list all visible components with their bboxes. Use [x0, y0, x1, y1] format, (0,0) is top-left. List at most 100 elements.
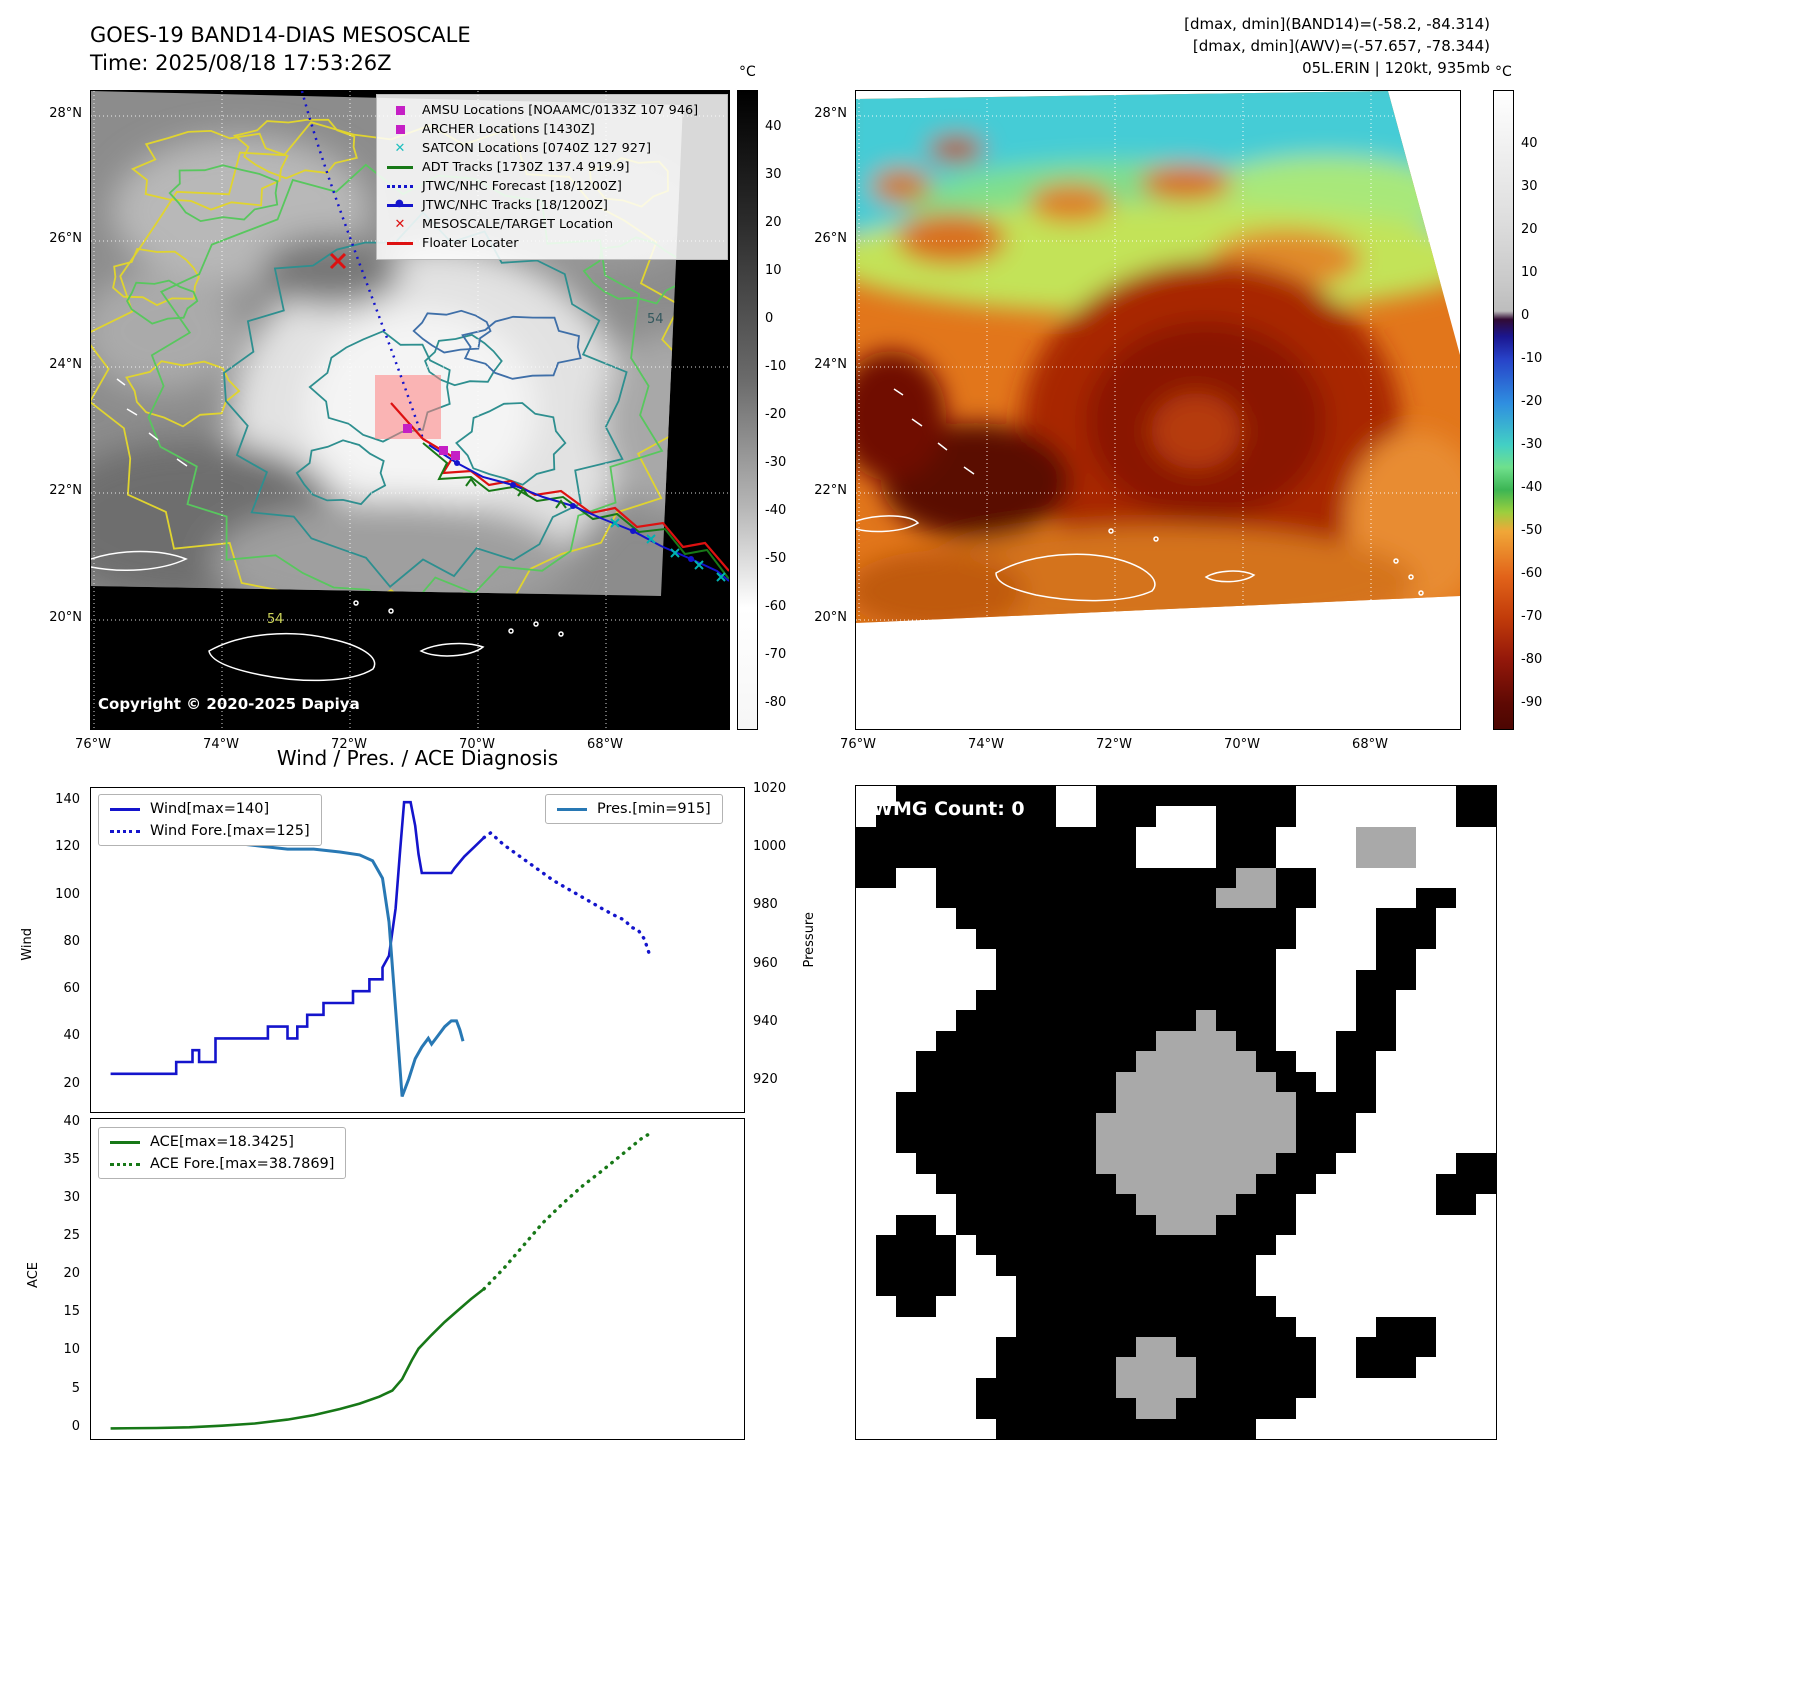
- axis-tick-label: 24°N: [814, 357, 847, 372]
- wmg-cell: [1196, 1255, 1216, 1276]
- wmg-cell: [1396, 1010, 1416, 1031]
- wmg-cell: [936, 1173, 956, 1195]
- wmg-cell: [1016, 908, 1036, 929]
- wmg-cell: [996, 1255, 1016, 1276]
- wmg-cell: [1056, 1296, 1076, 1317]
- wmg-cell: [1336, 888, 1356, 909]
- wmg-cell: [956, 1336, 976, 1358]
- wmg-cell: [1256, 867, 1276, 889]
- wmg-cell: [936, 1132, 956, 1154]
- wmg-cell: [1356, 969, 1376, 991]
- wmg-cell: [1236, 908, 1256, 929]
- wmg-cell: [1176, 1092, 1196, 1113]
- wmg-cell: [1016, 1336, 1036, 1358]
- wmg-cell: [1416, 1377, 1436, 1399]
- wmg-cell: [976, 847, 996, 868]
- wmg-cell: [996, 1296, 1016, 1317]
- axis-tick-label: -70: [1521, 609, 1543, 624]
- wmg-cell: [1156, 1010, 1176, 1031]
- band14-lon-axis: 76°W 74°W 72°W 70°W 68°W: [75, 734, 730, 754]
- wmg-cell: [1136, 1153, 1156, 1174]
- wmg-cell: [1436, 1051, 1456, 1072]
- wmg-cell: [1376, 1377, 1396, 1399]
- wmg-cell: [1436, 969, 1456, 991]
- wmg-cell: [1456, 1316, 1476, 1337]
- wmg-cell: [1016, 990, 1036, 1011]
- wmg-cell: [1216, 928, 1236, 950]
- axis-tick-label: 40: [63, 1028, 80, 1044]
- ace-forecast-legend-label: ACE Fore.[max=38.7869]: [150, 1156, 335, 1172]
- wmg-cell: [1356, 786, 1376, 807]
- wmg-cell: [1316, 1357, 1336, 1378]
- wmg-cell: [1276, 928, 1296, 950]
- wmg-cell: [1116, 888, 1136, 909]
- wmg-cell: [1056, 1092, 1076, 1113]
- wmg-cell: [856, 1132, 876, 1154]
- wmg-cell: [1216, 888, 1236, 909]
- wmg-cell: [1156, 928, 1176, 950]
- wmg-cell: [1396, 1296, 1416, 1317]
- wmg-cell: [1416, 1132, 1436, 1154]
- wmg-cell: [916, 1173, 936, 1195]
- wmg-cell: [1056, 1234, 1076, 1256]
- wmg-cell: [956, 1071, 976, 1093]
- axis-tick-label: 30: [63, 1189, 80, 1205]
- wmg-cell: [976, 1092, 996, 1113]
- wmg-cell: [976, 1194, 996, 1215]
- wmg-cell: [976, 826, 996, 848]
- wmg-cell: [1356, 928, 1376, 950]
- wmg-cell: [1136, 786, 1156, 807]
- wmg-cell: [1296, 990, 1316, 1011]
- wmg-cell: [916, 1336, 936, 1358]
- wmg-cell: [1096, 1051, 1116, 1072]
- band14-colorbar-unit: °C: [739, 64, 756, 80]
- axis-tick-label: -70: [765, 647, 787, 662]
- latlon-grid: [856, 91, 1460, 729]
- adt-track: [422, 442, 730, 580]
- wmg-cell: [1296, 908, 1316, 929]
- wmg-cell: [1036, 1234, 1056, 1256]
- wmg-cell: [1356, 826, 1376, 848]
- wmg-cell: [1196, 1092, 1216, 1113]
- wmg-cell: [1296, 1214, 1316, 1235]
- wmg-cell: [1036, 1092, 1056, 1113]
- wmg-cell: [1316, 1398, 1336, 1419]
- wmg-cell: [1316, 1275, 1336, 1297]
- wmg-cell: [996, 1153, 1016, 1174]
- wmg-cell: [1136, 1398, 1156, 1419]
- wmg-cell: [976, 1234, 996, 1256]
- wmg-cell: [1336, 1010, 1356, 1031]
- wmg-cell: [1116, 806, 1136, 827]
- wmg-cell: [1416, 1214, 1436, 1235]
- wmg-cell: [1256, 1153, 1276, 1174]
- wmg-cell: [1316, 1132, 1336, 1154]
- wmg-cell: [1336, 1336, 1356, 1358]
- wmg-cell: [1236, 1112, 1256, 1133]
- wmg-cell: [1216, 1010, 1236, 1031]
- wmg-cell: [976, 1071, 996, 1093]
- wmg-cell: [1296, 1255, 1316, 1276]
- wmg-cell: [1296, 1234, 1316, 1256]
- wmg-cell: [1076, 1112, 1096, 1133]
- wmg-cell: [936, 888, 956, 909]
- wmg-cell: [1196, 867, 1216, 889]
- wmg-cell: [1236, 949, 1256, 970]
- wmg-cell: [1036, 1316, 1056, 1337]
- wmg-cell: [1136, 1377, 1156, 1399]
- wmg-cell: [1276, 786, 1296, 807]
- wmg-cell: [1136, 990, 1156, 1011]
- wmg-cell: [1076, 1255, 1096, 1276]
- wmg-cell: [1456, 1336, 1476, 1358]
- wmg-cell: [1416, 1296, 1436, 1317]
- wmg-cell: [1376, 888, 1396, 909]
- wmg-cell: [936, 990, 956, 1011]
- wmg-cell: [856, 1051, 876, 1072]
- wmg-cell: [1416, 1398, 1436, 1419]
- ace-axis-label: ACE: [26, 1262, 41, 1288]
- wmg-cell: [1476, 1071, 1496, 1093]
- wmg-cell: [876, 1214, 896, 1235]
- wmg-cell: [1116, 1030, 1136, 1052]
- wmg-cell: [856, 826, 876, 848]
- wmg-cell: [1416, 1194, 1436, 1215]
- wmg-cell: [1296, 786, 1316, 807]
